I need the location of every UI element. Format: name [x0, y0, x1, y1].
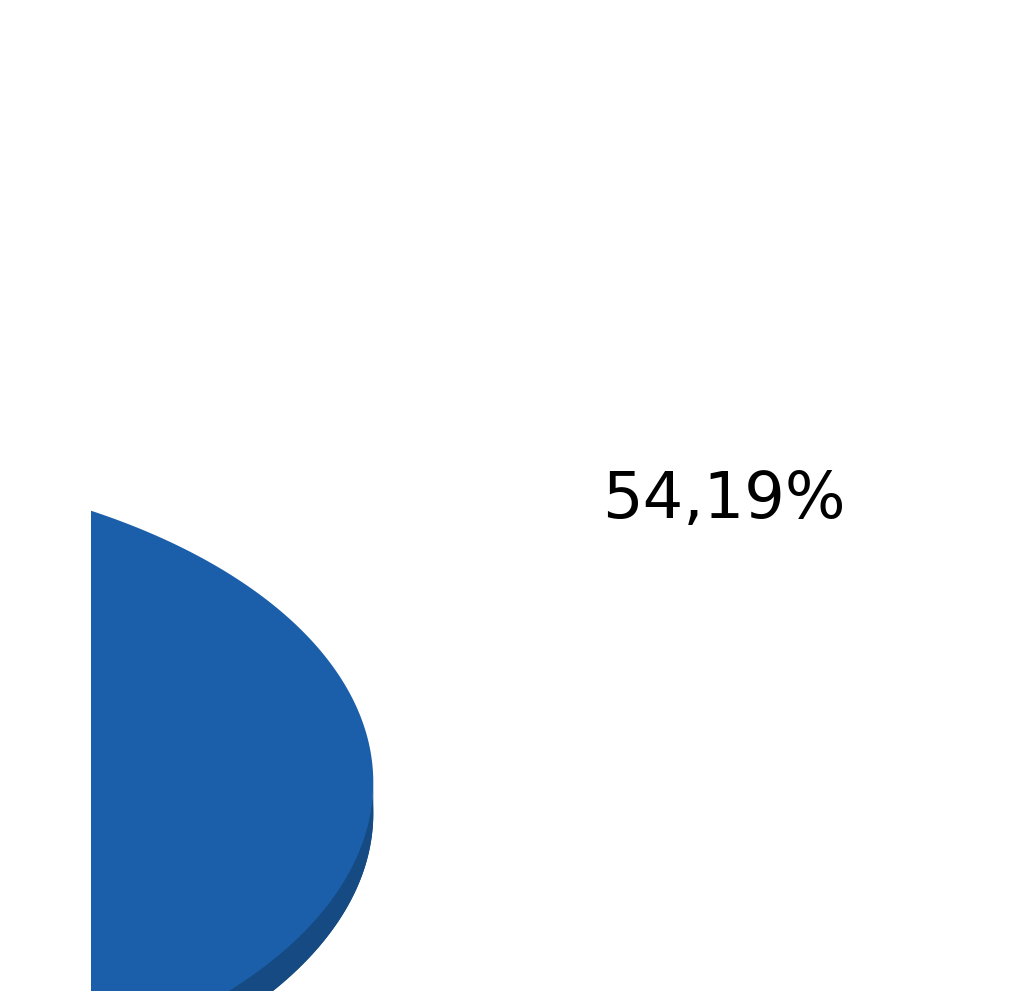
Polygon shape [0, 784, 374, 991]
Polygon shape [0, 464, 374, 991]
Polygon shape [0, 496, 374, 991]
Text: 54,19%: 54,19% [602, 469, 846, 531]
